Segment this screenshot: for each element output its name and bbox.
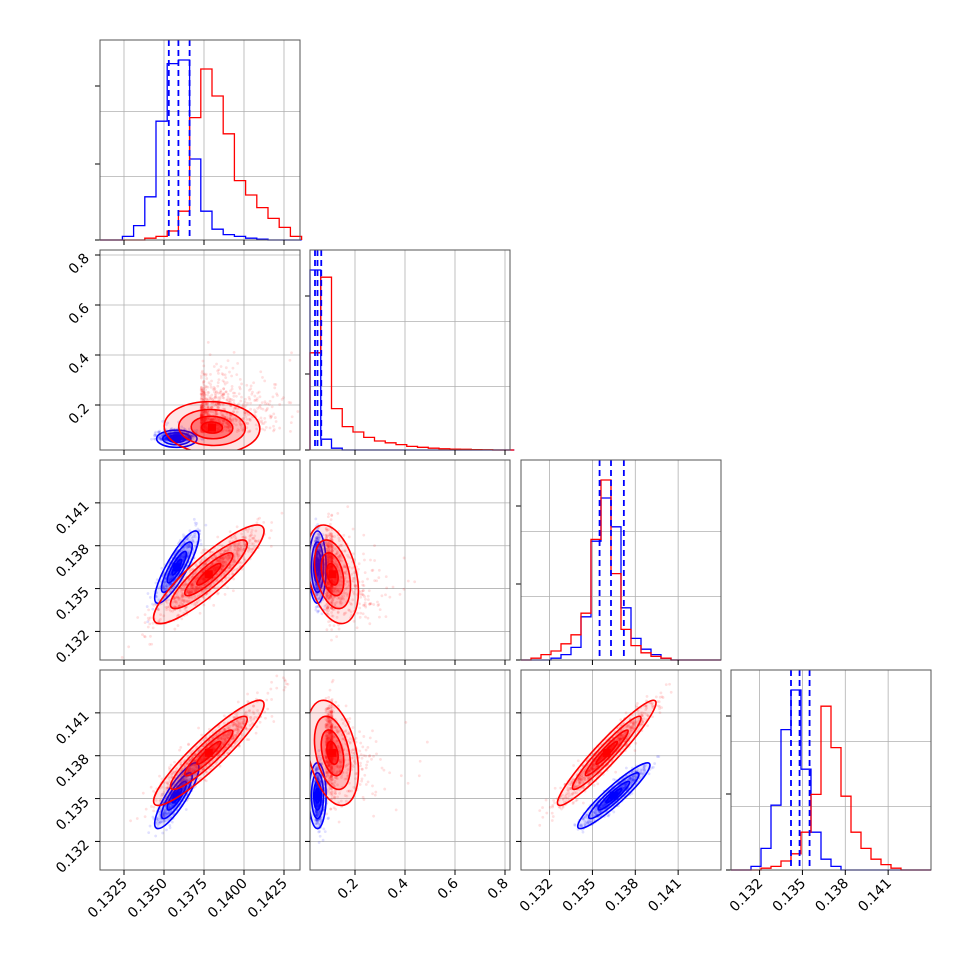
histogram-panel-3 — [726, 669, 932, 871]
contour-red — [556, 699, 657, 807]
histogram-blue — [100, 59, 302, 241]
x-tick-label-1-3: 0.8 — [485, 876, 512, 903]
density-peak-blue — [172, 434, 181, 443]
x-tick-label-0-3: 0.1400 — [205, 876, 251, 922]
panel-frame — [730, 669, 932, 871]
y-tick-label-1-2: 0.6 — [66, 300, 93, 327]
y-tick-label-1-1: 0.4 — [66, 350, 93, 377]
density-peak-red — [328, 748, 337, 757]
histogram-panel-2 — [516, 459, 722, 661]
y-tick-label-3-3: 0.141 — [53, 708, 93, 748]
histogram-panel-0 — [95, 39, 303, 241]
x-tick-label-0-2: 0.1375 — [165, 876, 211, 922]
contour-blue — [576, 762, 651, 830]
contour-blue — [153, 762, 200, 830]
x-tick-label-3-2: 0.138 — [812, 876, 852, 916]
contour-red — [152, 699, 265, 807]
x-tick-label-1-2: 0.6 — [435, 875, 462, 902]
panel-frame — [99, 249, 301, 451]
density-peak-blue — [172, 563, 181, 572]
contour-blue — [153, 530, 200, 605]
x-tick-label-0-0: 0.1325 — [85, 876, 131, 922]
y-tick-label-2-3: 0.141 — [53, 498, 93, 538]
scatter-panel-1-0 — [99, 249, 301, 451]
panel-frame — [99, 39, 301, 241]
histogram-blue — [309, 269, 515, 451]
y-tick-label-3-2: 0.138 — [53, 751, 93, 791]
contour-red — [163, 400, 261, 450]
y-tick-label-3-1: 0.135 — [53, 794, 93, 834]
x-tick-label-0-1: 0.1350 — [125, 876, 171, 922]
contour-blue — [310, 762, 327, 830]
histogram-red — [731, 705, 931, 871]
density-peak-red — [204, 570, 213, 579]
histogram-red — [309, 276, 515, 451]
scatter-panel-2-0 — [99, 459, 301, 661]
panel-frame — [309, 249, 511, 451]
density-peak-red — [204, 748, 213, 757]
histogram-red — [521, 479, 721, 661]
density-peak-red — [602, 748, 611, 757]
contour-red — [152, 524, 265, 625]
scatter-panel-3-0 — [99, 669, 301, 871]
y-tick-label-2-2: 0.138 — [53, 541, 93, 581]
y-tick-label-1-0: 0.2 — [66, 401, 93, 428]
panel-frame — [520, 669, 722, 871]
x-tick-label-3-1: 0.135 — [770, 876, 810, 916]
density-peak-blue — [313, 791, 322, 800]
panel-frame — [520, 459, 722, 661]
x-tick-label-1-1: 0.4 — [385, 875, 412, 902]
panel-frame — [99, 669, 301, 871]
panel-frame — [309, 459, 511, 661]
x-tick-label-3-0: 0.132 — [727, 876, 767, 916]
y-tick-label-3-0: 0.132 — [53, 837, 93, 877]
y-tick-label-2-1: 0.135 — [53, 584, 93, 624]
density-peak-blue — [172, 791, 181, 800]
contour-red — [310, 524, 360, 625]
density-peak-red — [208, 423, 216, 432]
density-peak-blue — [609, 791, 618, 800]
scatter-panel-3-2 — [520, 669, 722, 871]
contour-red — [310, 699, 360, 807]
x-tick-label-1-0: 0.2 — [335, 876, 362, 903]
y-tick-label-2-0: 0.132 — [53, 627, 93, 667]
x-tick-label-3-3: 0.141 — [855, 876, 895, 916]
scatter-panel-2-1 — [309, 459, 511, 661]
density-peak-blue — [313, 563, 322, 572]
x-tick-label-2-0: 0.132 — [517, 876, 557, 916]
x-tick-label-0-4: 0.1425 — [245, 876, 291, 922]
scatter-panel-3-1 — [309, 669, 511, 871]
y-tick-label-1-3: 0.8 — [66, 251, 93, 278]
histogram-panel-1 — [305, 249, 515, 451]
x-tick-label-2-3: 0.141 — [645, 876, 685, 916]
x-tick-label-2-1: 0.135 — [560, 876, 600, 916]
panel-frame — [309, 669, 511, 871]
panel-frame — [99, 459, 301, 661]
histogram-red — [100, 68, 303, 241]
x-tick-label-2-2: 0.138 — [602, 876, 642, 916]
density-peak-red — [328, 570, 337, 579]
